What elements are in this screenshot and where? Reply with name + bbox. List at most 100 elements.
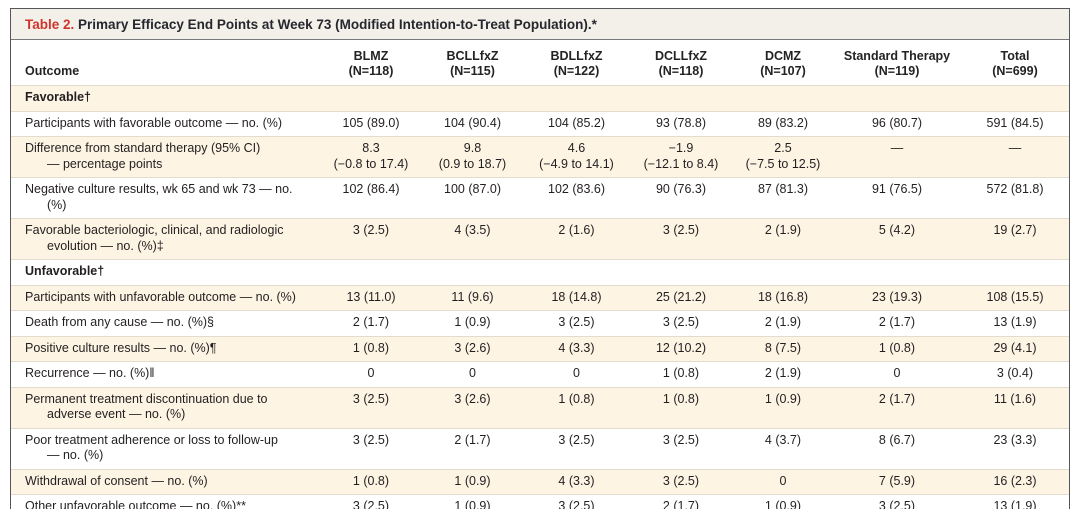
cell-value: 108 (15.5) xyxy=(986,289,1044,304)
cell-value: 8.3 (−0.8 to 17.4) xyxy=(333,141,409,171)
cell-value: 18 (14.8) xyxy=(551,289,602,304)
cell-value: 0 xyxy=(573,366,580,380)
row-label: Negative culture results, wk 65 and wk 7… xyxy=(25,182,293,212)
row-label: Poor treatment adherence or loss to foll… xyxy=(25,432,278,463)
cell-value: 23 (3.3) xyxy=(993,432,1037,447)
cell-value xyxy=(629,260,733,286)
header-group-bcllfxz: BCLLfxZ (N=115) xyxy=(421,40,524,86)
row-label: Other unfavorable outcome — no. (%)** xyxy=(25,499,246,509)
row-label: Participants with unfavorable outcome — … xyxy=(25,289,296,304)
row-label: Unfavorable† xyxy=(25,264,105,278)
cell-value: 102 (86.4) xyxy=(342,182,400,196)
table-row: Participants with unfavorable outcome — … xyxy=(11,285,1069,311)
cell-value: 11 (9.6) xyxy=(451,289,494,304)
cell-value: 1 (0.9) xyxy=(764,391,802,406)
table-row: Death from any cause — no. (%)§ 2 (1.7) 1 … xyxy=(11,310,1069,336)
cell-value xyxy=(833,86,961,112)
table-row: Negative culture results, wk 65 and wk 7… xyxy=(11,177,1069,219)
cell-value: 96 (80.7) xyxy=(871,115,923,130)
cell-value: 3 (2.5) xyxy=(662,473,700,488)
cell-value: 4.6 (−4.9 to 14.1) xyxy=(539,141,614,171)
cell-value: 8 (6.7) xyxy=(878,432,916,447)
cell-value: 1 (0.8) xyxy=(662,391,700,406)
table-row: Recurrence — no. (%)‖ 0 0 0 1 (0.8) 2 (1.9) 0 3… xyxy=(11,361,1069,387)
cell-value: 1 (0.9) xyxy=(454,499,491,509)
header-group-standard-therapy: Standard Therapy (N=119) xyxy=(833,40,961,86)
header-group-dcmz: DCMZ (N=107) xyxy=(733,40,833,86)
table-row: Participants with favorable outcome — no… xyxy=(11,111,1069,137)
header-group-dcllfxz: DCLLfxZ (N=118) xyxy=(629,40,733,86)
cell-value: 13 (1.9) xyxy=(993,499,1037,509)
cell-value: 0 xyxy=(367,366,375,380)
cell-value: 2 (1.7) xyxy=(878,315,916,329)
cell-value xyxy=(733,260,833,286)
cell-value: 2.5 (−7.5 to 12.5) xyxy=(745,141,821,171)
cell-value: 89 (83.2) xyxy=(757,115,809,130)
cell-value: 2 (1.7) xyxy=(878,391,916,406)
row-label: Withdrawal of consent — no. (%) xyxy=(25,473,208,488)
cell-value: 8 (7.5) xyxy=(764,340,802,355)
table-row: Poor treatment adherence or loss to foll… xyxy=(11,428,1069,469)
cell-value: 3 (2.5) xyxy=(558,432,595,447)
cell-value: 13 (1.9) xyxy=(993,315,1037,329)
cell-value: 2 (1.6) xyxy=(558,223,595,237)
table-row: Difference from standard therapy (95% CI… xyxy=(11,136,1069,178)
cell-value: 572 (81.8) xyxy=(986,182,1044,196)
cell-value: 11 (1.6) xyxy=(993,391,1037,406)
row-label: Difference from standard therapy (95% CI… xyxy=(25,141,261,171)
cell-value: 1 (0.8) xyxy=(352,340,390,355)
cell-value: 16 (2.3) xyxy=(993,473,1037,488)
cell-value: 102 (83.6) xyxy=(548,182,605,196)
row-label: Favorable bacteriologic, clinical, and r… xyxy=(25,223,284,253)
cell-value: 25 (21.2) xyxy=(655,289,707,304)
cell-value: 3 (2.5) xyxy=(662,432,700,447)
cell-value: 104 (90.4) xyxy=(444,115,501,130)
row-label: Participants with favorable outcome — no… xyxy=(25,115,283,130)
section-row: Unfavorable† xyxy=(11,259,1069,286)
cell-value: 23 (19.3) xyxy=(871,289,923,304)
cell-value: 7 (5.9) xyxy=(878,473,916,488)
cell-value xyxy=(421,260,524,286)
table-row: Other unfavorable outcome — no. (%)** 3 (… xyxy=(11,494,1069,509)
cell-value: 4 (3.7) xyxy=(764,432,802,447)
cell-value xyxy=(321,86,421,112)
cell-value: 3 (2.5) xyxy=(352,223,390,237)
cell-value: 2 (1.9) xyxy=(764,315,802,329)
efficacy-table: Outcome BLMZ (N=118) BCLLfxZ (N=115) BDLLfx… xyxy=(11,40,1069,509)
cell-value: 3 (2.5) xyxy=(352,499,390,509)
cell-value: 1 (0.9) xyxy=(764,499,802,509)
cell-value xyxy=(629,86,733,112)
cell-value: 93 (78.8) xyxy=(655,115,707,130)
row-label: Permanent treatment discontinuation due … xyxy=(25,391,268,422)
cell-value: 19 (2.7) xyxy=(993,223,1037,237)
table-title: Table 2. Primary Efficacy End Points at … xyxy=(11,9,1069,40)
cell-value: 0 xyxy=(893,366,901,380)
header-row: Outcome BLMZ (N=118) BCLLfxZ (N=115) BDLLfx… xyxy=(11,40,1069,86)
cell-value: 18 (16.8) xyxy=(757,289,809,304)
cell-value: 3 (2.5) xyxy=(352,432,390,447)
table-row: Favorable bacteriologic, clinical, and r… xyxy=(11,218,1069,260)
cell-value xyxy=(833,260,961,286)
cell-value: 1 (0.8) xyxy=(878,340,916,355)
cell-value xyxy=(961,260,1069,286)
cell-value: 2 (1.9) xyxy=(764,223,802,237)
cell-value: 3 (2.5) xyxy=(662,223,700,237)
cell-value: — xyxy=(1008,141,1022,155)
cell-value: 29 (4.1) xyxy=(993,340,1037,355)
cell-value: 100 (87.0) xyxy=(444,182,501,196)
cell-value xyxy=(524,86,629,112)
cell-value: 12 (10.2) xyxy=(655,340,707,355)
cell-value: 0 xyxy=(779,473,787,488)
cell-value: 1 (0.8) xyxy=(662,366,700,380)
cell-value xyxy=(421,86,524,112)
table-number-label: Table 2. xyxy=(25,17,75,32)
row-label: Recurrence — no. (%)‖ xyxy=(25,366,155,380)
cell-value: 3 (2.6) xyxy=(454,391,491,406)
cell-value: 3 (2.5) xyxy=(878,499,916,509)
cell-value: −1.9 (−12.1 to 8.4) xyxy=(643,141,719,171)
cell-value xyxy=(961,86,1069,112)
cell-value: 3 (2.5) xyxy=(352,391,390,406)
cell-value xyxy=(321,260,421,286)
cell-value: 87 (81.3) xyxy=(757,182,809,196)
